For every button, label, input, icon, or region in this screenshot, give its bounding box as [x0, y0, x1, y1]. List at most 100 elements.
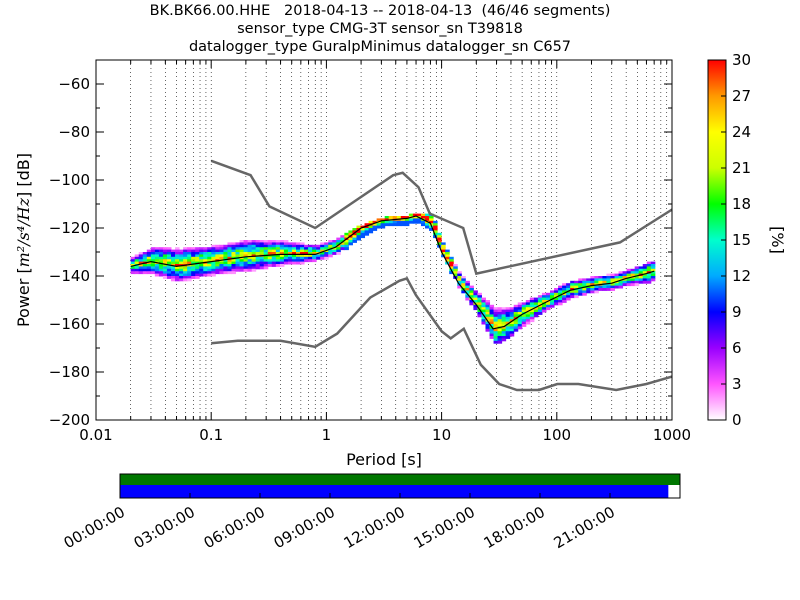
density-cell	[340, 242, 345, 246]
density-cell	[465, 280, 470, 284]
density-cell	[638, 266, 644, 270]
density-cell	[170, 259, 176, 263]
density-cell	[348, 232, 353, 236]
density-cell	[255, 264, 261, 267]
density-cell	[267, 249, 273, 253]
density-cell	[211, 254, 216, 258]
colorbar-tick-label: 15	[732, 231, 751, 249]
density-cell	[195, 268, 200, 272]
density-cell	[493, 307, 499, 311]
density-cell	[287, 247, 293, 251]
x-tick-label: 10	[432, 426, 451, 444]
density-cell	[259, 252, 265, 255]
plot-frame	[95, 59, 673, 421]
density-cell	[134, 268, 140, 272]
density-cell	[348, 242, 353, 246]
density-cell	[650, 261, 656, 265]
density-cell	[646, 280, 652, 284]
density-cell	[513, 321, 519, 325]
density-cell	[360, 235, 366, 239]
density-cell	[138, 268, 144, 272]
density-cell	[368, 228, 374, 231]
density-cell	[537, 312, 543, 315]
density-cell	[497, 309, 503, 313]
density-cell	[416, 220, 422, 224]
density-cell	[203, 271, 208, 275]
density-cell	[594, 280, 599, 284]
density-cell	[203, 259, 208, 263]
density-cell	[497, 333, 503, 337]
density-cell	[461, 278, 466, 282]
density-cell	[158, 266, 164, 270]
density-cell	[235, 244, 241, 248]
density-cell	[304, 254, 309, 258]
density-cell	[191, 264, 196, 267]
y-tick-label: −140	[49, 267, 90, 285]
density-cell	[187, 266, 192, 270]
density-cell	[554, 297, 559, 301]
density-cell	[243, 247, 249, 251]
density-cell	[356, 235, 362, 239]
density-cell	[638, 268, 644, 272]
density-cell	[578, 290, 583, 294]
density-cell	[275, 252, 281, 255]
density-cell	[211, 266, 216, 270]
density-cell	[562, 295, 567, 299]
density-cell	[275, 254, 281, 258]
density-cell	[590, 290, 595, 294]
density-cell	[529, 309, 535, 313]
density-cell	[650, 266, 656, 270]
density-cell	[279, 247, 285, 251]
density-cell	[529, 314, 535, 318]
density-cell	[215, 256, 220, 260]
density-cell	[146, 268, 152, 272]
density-cell	[312, 252, 317, 255]
density-cell	[239, 244, 245, 248]
timeline-tick-label: 15:00:00	[411, 503, 478, 552]
density-cell	[211, 247, 216, 251]
density-cell	[263, 249, 269, 253]
density-cell	[134, 261, 140, 265]
density-cell	[227, 247, 232, 251]
density-cell	[485, 324, 491, 327]
density-cell	[517, 304, 523, 308]
density-cell	[614, 285, 620, 289]
timeline-tick-label: 00:00:00	[61, 503, 128, 552]
density-cell	[380, 225, 386, 229]
density-cell	[650, 278, 656, 282]
density-cell	[525, 304, 531, 308]
density-cell	[142, 252, 148, 255]
density-cell	[203, 273, 208, 277]
density-cell	[267, 254, 273, 258]
density-cell	[199, 249, 204, 253]
density-cell	[219, 261, 224, 265]
density-cell	[203, 266, 208, 270]
density-cell	[247, 244, 253, 248]
density-cell	[211, 264, 216, 267]
density-cell	[235, 266, 241, 270]
density-cell	[344, 242, 349, 246]
density-cell	[469, 295, 474, 299]
density-cell	[513, 307, 519, 311]
density-cell	[533, 309, 539, 313]
density-cell	[509, 312, 515, 315]
density-cell	[267, 244, 273, 248]
density-cell	[650, 264, 656, 267]
density-cell	[586, 288, 591, 291]
density-cell	[433, 232, 438, 236]
density-cell	[437, 235, 442, 239]
density-cell	[646, 276, 652, 279]
density-cell	[183, 261, 188, 265]
density-cell	[211, 249, 216, 253]
colorbar-tick-label: 21	[732, 159, 751, 177]
density-cell	[150, 259, 156, 263]
density-cell	[287, 242, 293, 246]
density-cell	[243, 266, 249, 270]
timeline-used-bar	[120, 485, 669, 498]
density-cell	[525, 319, 531, 323]
density-cell	[316, 256, 321, 260]
density-cell	[497, 328, 503, 332]
density-cell	[130, 259, 136, 263]
density-cell	[247, 249, 253, 253]
density-cell	[259, 244, 265, 248]
